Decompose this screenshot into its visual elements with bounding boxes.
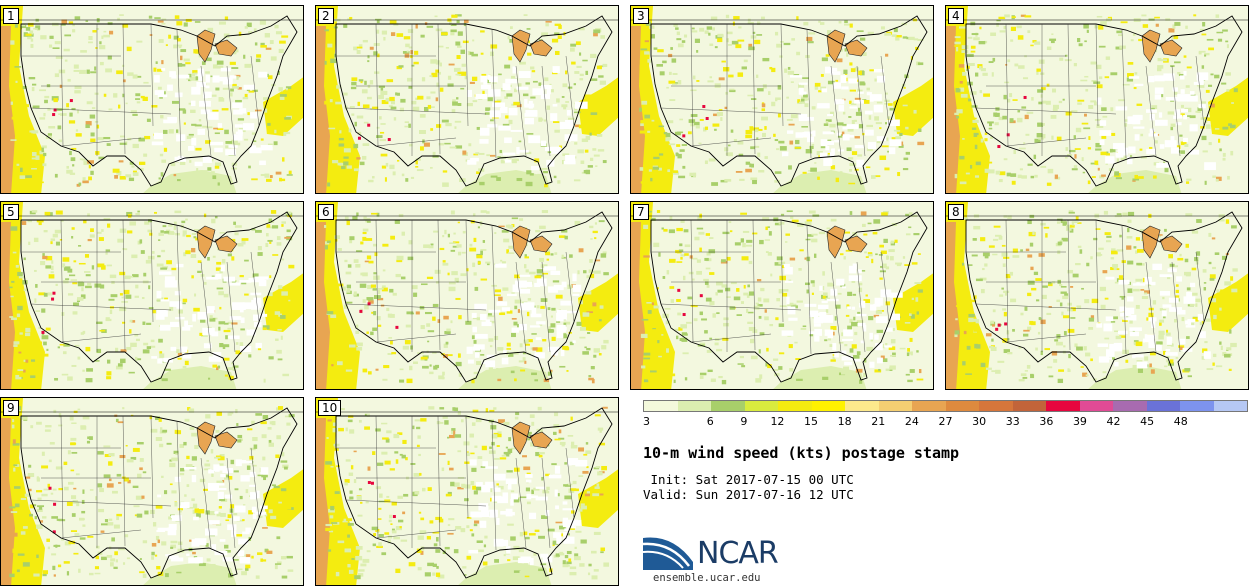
colorbar-swatch <box>845 401 879 411</box>
stamp-panel: 2 <box>315 5 619 194</box>
colorbar-tick-label: 45 <box>1140 415 1155 428</box>
stamp-number-label: 1 <box>3 8 19 24</box>
stamp-number-label: 2 <box>318 8 334 24</box>
stamp-number-label: 5 <box>3 204 19 220</box>
colorbar-swatch <box>778 401 812 411</box>
wind-speed-map <box>1 202 303 389</box>
colorbar-tick-label: 15 <box>804 415 819 428</box>
colorbar <box>643 400 1248 412</box>
logo-text: NCAR <box>697 536 779 571</box>
colorbar-tick-label: 12 <box>770 415 785 428</box>
colorbar-swatch <box>1146 401 1180 411</box>
colorbar-tick-label: 9 <box>740 415 748 428</box>
wind-speed-map <box>316 202 618 389</box>
colorbar-ticks: 3 6 9 12 15 18 21 24 27 30 33 36 39 42 45 48 <box>643 415 1248 429</box>
colorbar-swatch <box>811 401 845 411</box>
colorbar-swatch <box>1213 401 1247 411</box>
colorbar-tick-label: 6 <box>706 415 714 428</box>
wind-speed-map <box>946 202 1248 389</box>
colorbar-tick-label: 39 <box>1072 415 1087 428</box>
colorbar-tick-label: 27 <box>938 415 953 428</box>
stamp-panel: 10 <box>315 397 619 586</box>
colorbar-swatch <box>878 401 912 411</box>
stamp-panel: 5 <box>0 201 304 390</box>
colorbar-swatch <box>1046 401 1080 411</box>
init-time: Init: Sat 2017-07-15 00 UTC <box>643 472 854 487</box>
stamp-number-label: 8 <box>948 204 964 220</box>
ncar-logo-icon <box>643 537 693 570</box>
wind-speed-map <box>946 6 1248 193</box>
stamp-panel: 1 <box>0 5 304 194</box>
colorbar-tick-label: 42 <box>1106 415 1121 428</box>
colorbar-swatch <box>644 401 678 411</box>
colorbar-swatch <box>1012 401 1046 411</box>
wind-speed-map <box>1 6 303 193</box>
stamp-panel: 4 <box>945 5 1249 194</box>
figure-title: 10-m wind speed (kts) postage stamp <box>643 444 960 462</box>
wind-speed-map <box>631 6 933 193</box>
colorbar-swatch <box>1079 401 1113 411</box>
stamp-number-label: 3 <box>633 8 649 24</box>
stamp-number-label: 9 <box>3 400 19 416</box>
stamp-number-label: 4 <box>948 8 964 24</box>
colorbar-tick-label: 3 <box>643 415 650 428</box>
colorbar-tick-label: 33 <box>1005 415 1020 428</box>
stamp-number-label: 7 <box>633 204 649 220</box>
stamp-panel: 6 <box>315 201 619 390</box>
valid-time: Valid: Sun 2017-07-16 12 UTC <box>643 487 854 502</box>
stamp-panel: 7 <box>630 201 934 390</box>
colorbar-tick-label: 24 <box>904 415 919 428</box>
colorbar-swatch <box>1180 401 1214 411</box>
colorbar-swatch <box>1113 401 1147 411</box>
wind-speed-map <box>631 202 933 389</box>
wind-speed-map <box>316 6 618 193</box>
colorbar-swatch <box>711 401 745 411</box>
colorbar-swatch <box>744 401 778 411</box>
colorbar-swatch <box>912 401 946 411</box>
stamp-number-label: 6 <box>318 204 334 220</box>
wind-speed-map <box>1 398 303 585</box>
colorbar-tick-label: 36 <box>1039 415 1054 428</box>
colorbar-tick-label: 30 <box>972 415 987 428</box>
colorbar-swatch <box>979 401 1013 411</box>
colorbar-swatch <box>677 401 711 411</box>
colorbar-swatch <box>945 401 979 411</box>
colorbar-tick-label: 21 <box>871 415 886 428</box>
stamp-panel: 9 <box>0 397 304 586</box>
wind-speed-map <box>316 398 618 585</box>
logo-url: ensemble.ucar.edu <box>653 572 761 584</box>
stamp-number-label: 10 <box>318 400 342 416</box>
colorbar-tick-label: 18 <box>837 415 852 428</box>
stamp-panel: 8 <box>945 201 1249 390</box>
stamp-panel: 3 <box>630 5 934 194</box>
colorbar-tick-label: 48 <box>1173 415 1188 428</box>
